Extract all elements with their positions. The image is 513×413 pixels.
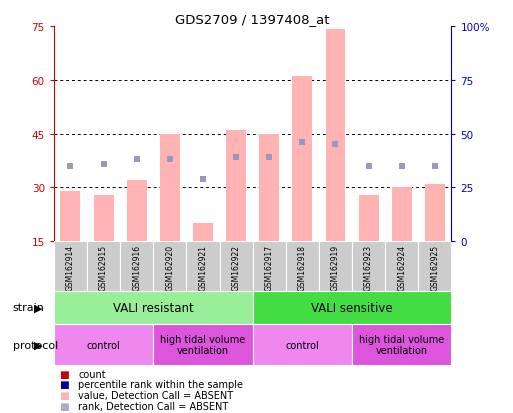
Bar xyxy=(153,242,186,291)
Bar xyxy=(127,181,147,242)
Text: GSM162916: GSM162916 xyxy=(132,244,141,290)
Text: protocol: protocol xyxy=(13,340,58,350)
Bar xyxy=(252,291,451,324)
Bar xyxy=(352,324,451,366)
Bar xyxy=(292,77,312,242)
Text: VALI resistant: VALI resistant xyxy=(113,301,193,314)
Text: GSM162923: GSM162923 xyxy=(364,244,373,290)
Point xyxy=(199,176,207,183)
Text: ▶: ▶ xyxy=(34,303,43,313)
Text: ■: ■ xyxy=(59,390,69,400)
Text: high tidal volume
ventilation: high tidal volume ventilation xyxy=(161,334,246,356)
Text: GSM162917: GSM162917 xyxy=(265,244,274,290)
Text: control: control xyxy=(87,340,121,350)
Text: GSM162921: GSM162921 xyxy=(199,244,207,290)
Bar xyxy=(193,224,213,242)
Text: GSM162919: GSM162919 xyxy=(331,244,340,290)
Text: ■: ■ xyxy=(59,380,69,389)
Point xyxy=(232,154,240,161)
Bar xyxy=(319,242,352,291)
Point xyxy=(100,161,108,168)
Bar xyxy=(252,242,286,291)
Bar xyxy=(385,242,418,291)
Bar xyxy=(326,31,345,242)
Text: ▶: ▶ xyxy=(34,340,43,350)
Bar xyxy=(418,242,451,291)
Point xyxy=(132,157,141,163)
Text: high tidal volume
ventilation: high tidal volume ventilation xyxy=(359,334,444,356)
Text: strain: strain xyxy=(13,303,45,313)
Bar xyxy=(226,131,246,242)
Point xyxy=(398,163,406,170)
Bar xyxy=(120,242,153,291)
Text: GSM162922: GSM162922 xyxy=(231,244,241,290)
Text: control: control xyxy=(285,340,319,350)
Text: GSM162924: GSM162924 xyxy=(397,244,406,290)
Bar xyxy=(186,242,220,291)
Bar xyxy=(252,324,352,366)
Text: count: count xyxy=(78,369,106,379)
Bar xyxy=(352,242,385,291)
Text: percentile rank within the sample: percentile rank within the sample xyxy=(78,380,244,389)
Text: GSM162925: GSM162925 xyxy=(430,244,439,290)
Text: GSM162914: GSM162914 xyxy=(66,244,75,290)
Text: GSM162918: GSM162918 xyxy=(298,244,307,290)
Bar xyxy=(286,242,319,291)
Bar xyxy=(54,242,87,291)
Bar xyxy=(160,134,180,242)
Bar xyxy=(153,324,252,366)
Bar xyxy=(87,242,120,291)
Text: VALI sensitive: VALI sensitive xyxy=(311,301,393,314)
Point xyxy=(265,154,273,161)
Bar xyxy=(259,134,279,242)
Text: rank, Detection Call = ABSENT: rank, Detection Call = ABSENT xyxy=(78,401,229,411)
Point xyxy=(66,163,74,170)
Point xyxy=(431,163,439,170)
Point xyxy=(166,157,174,163)
Point xyxy=(365,163,373,170)
Bar xyxy=(54,324,153,366)
Bar xyxy=(220,242,252,291)
Bar xyxy=(425,184,445,242)
Point xyxy=(298,140,306,146)
Text: GSM162915: GSM162915 xyxy=(99,244,108,290)
Text: ■: ■ xyxy=(59,369,69,379)
Bar xyxy=(93,195,113,242)
Bar xyxy=(359,195,379,242)
Text: ■: ■ xyxy=(59,401,69,411)
Point xyxy=(331,142,340,148)
Bar xyxy=(392,188,411,242)
Title: GDS2709 / 1397408_at: GDS2709 / 1397408_at xyxy=(175,13,330,26)
Text: GSM162920: GSM162920 xyxy=(165,244,174,290)
Text: value, Detection Call = ABSENT: value, Detection Call = ABSENT xyxy=(78,390,233,400)
Bar xyxy=(61,192,81,242)
Bar xyxy=(54,291,252,324)
